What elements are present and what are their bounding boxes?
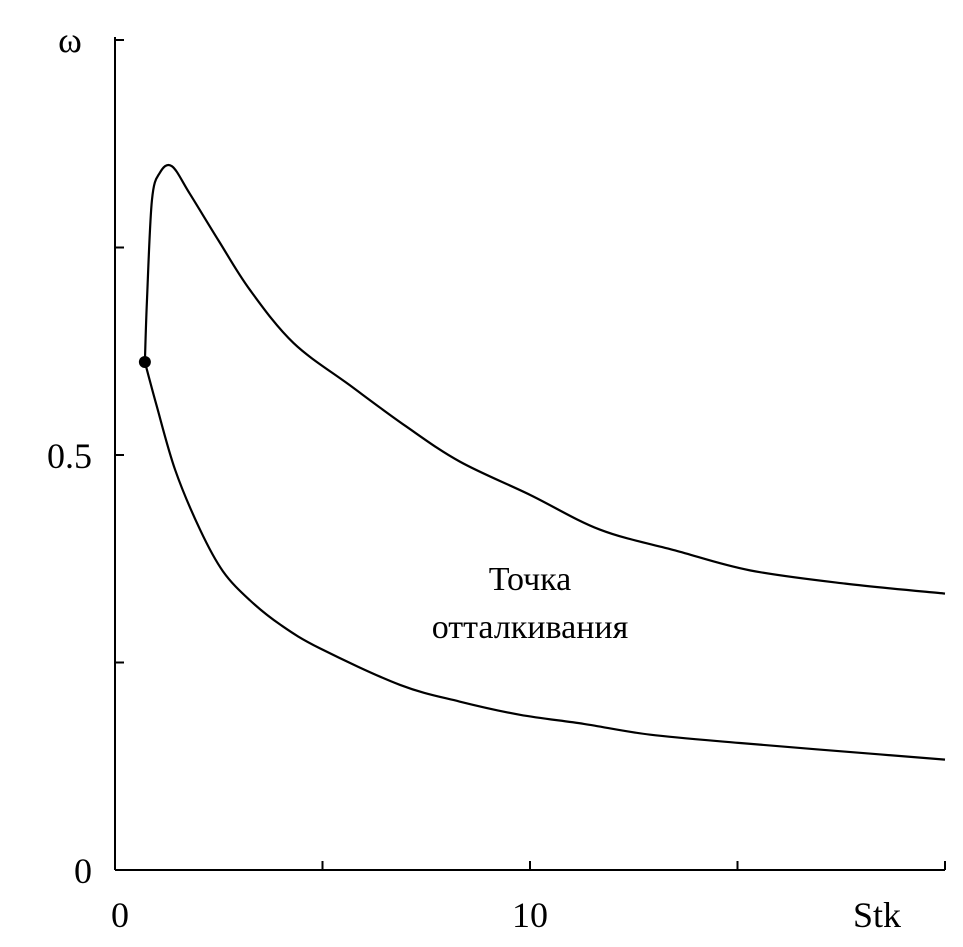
axes — [114, 37, 946, 871]
annotation-line-2: отталкивания — [432, 609, 629, 646]
x-axis-label: Stk — [853, 895, 901, 935]
marks — [138, 163, 946, 761]
x-tick-label-0: 0 — [111, 895, 129, 935]
series-line-upper-branch — [143, 163, 946, 595]
x-tick-label-10: 10 — [512, 895, 548, 935]
series-line-lower-branch — [143, 361, 946, 761]
annotation-line-1: Точка — [489, 561, 572, 598]
y-tick-label-0-5: 0.5 — [47, 436, 92, 476]
y-tick-label-0: 0 — [74, 851, 92, 891]
bifurcation-point — [138, 356, 151, 369]
y-axis-label: ω — [58, 20, 82, 60]
